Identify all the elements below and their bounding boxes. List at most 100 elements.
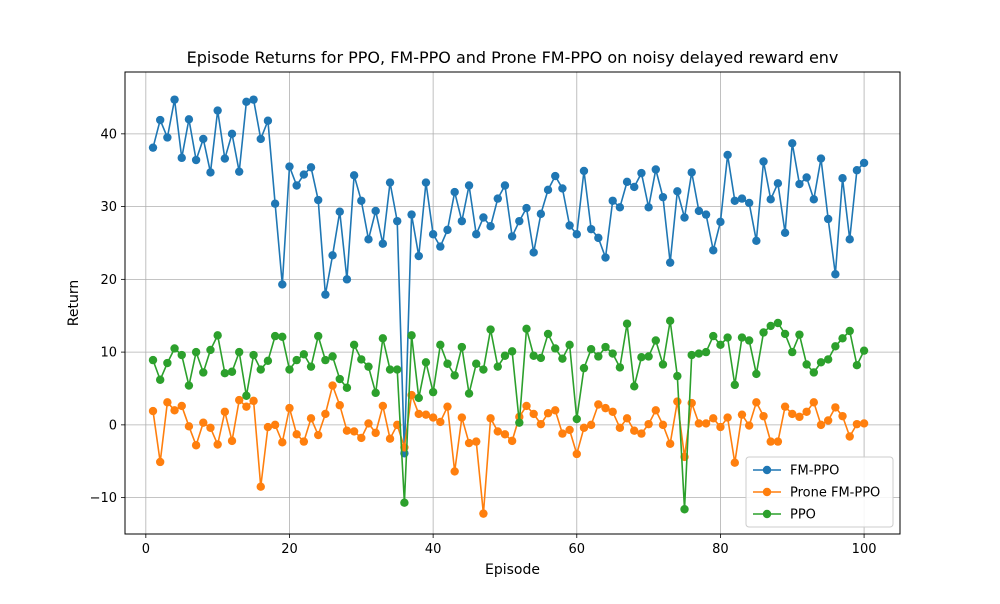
data-point (637, 168, 646, 178)
data-point (823, 355, 833, 364)
data-point (802, 360, 811, 369)
y-tick-label: −10 (90, 491, 117, 506)
data-point (565, 340, 574, 350)
data-point (457, 342, 467, 352)
data-point (709, 414, 718, 423)
data-point (522, 203, 531, 213)
plot-frame (124, 71, 901, 535)
data-point (170, 344, 179, 353)
data-point (428, 387, 438, 397)
data-point (673, 397, 682, 406)
data-point (299, 170, 309, 179)
data-point (558, 429, 567, 438)
data-point (457, 413, 467, 422)
data-point (859, 158, 869, 168)
series-ppo (148, 316, 869, 514)
data-point (328, 352, 337, 361)
data-point (385, 434, 395, 443)
data-point (349, 171, 359, 180)
data-point (515, 216, 524, 226)
legend-label: PPO (790, 508, 816, 523)
data-point (823, 416, 833, 425)
data-point (450, 467, 459, 476)
data-point (838, 174, 847, 183)
ticks-layer: 0 20 40 60 80 100 −10 0 10 20 30 40 (90, 127, 877, 557)
data-point (249, 396, 258, 406)
data-point (421, 410, 431, 419)
legend-item: FM-PPO (753, 464, 839, 479)
data-point (479, 365, 488, 374)
data-point (199, 418, 208, 427)
data-point (299, 437, 309, 446)
data-point (199, 368, 208, 377)
data-point (479, 509, 488, 518)
data-point (694, 349, 704, 358)
data-point (285, 162, 294, 171)
data-point (802, 407, 811, 416)
data-point (795, 412, 804, 422)
data-point (184, 381, 194, 390)
data-point (780, 329, 790, 339)
data-point (479, 213, 488, 222)
legend-label: Prone FM-PPO (790, 486, 880, 501)
data-point (529, 248, 538, 257)
data-point (687, 168, 696, 177)
data-point (148, 143, 158, 152)
data-point (859, 419, 869, 428)
data-point (680, 213, 689, 222)
data-point (177, 350, 186, 360)
data-point (586, 420, 596, 430)
data-point (472, 437, 481, 446)
data-point (263, 422, 273, 432)
x-tick-label: 60 (569, 542, 586, 557)
data-point (321, 290, 330, 299)
data-point (615, 423, 625, 432)
data-point (716, 217, 725, 227)
data-point (421, 178, 431, 187)
data-point (314, 331, 323, 341)
data-point (227, 436, 237, 446)
x-tick-label: 100 (852, 542, 877, 557)
data-point (859, 346, 869, 355)
data-point (788, 139, 797, 148)
data-point (507, 347, 517, 356)
data-point (436, 242, 445, 251)
legend-box (745, 456, 894, 528)
data-point (522, 401, 531, 411)
data-point (155, 115, 165, 125)
data-point (608, 407, 617, 416)
data-point (400, 498, 409, 507)
data-point (680, 505, 689, 514)
data-point (831, 270, 840, 279)
y-tick-label: 10 (100, 346, 117, 361)
data-point (701, 419, 711, 428)
data-point (515, 418, 524, 427)
data-point (321, 355, 330, 365)
data-point (328, 251, 337, 260)
data-point (651, 336, 660, 345)
data-point (852, 361, 862, 370)
data-point (737, 194, 747, 203)
data-point (270, 199, 280, 208)
data-point (601, 253, 610, 262)
data-point (658, 420, 668, 430)
data-point (543, 185, 553, 195)
y-tick-label: 0 (109, 418, 117, 433)
data-point (658, 360, 668, 369)
data-point (393, 365, 402, 374)
data-point (766, 321, 775, 331)
data-point (780, 228, 790, 237)
data-point (551, 406, 560, 415)
data-point (759, 411, 768, 421)
data-point (665, 258, 675, 267)
data-point (586, 345, 596, 354)
data-point (759, 157, 768, 166)
data-point (242, 391, 251, 400)
data-point (335, 207, 344, 216)
data-point (191, 441, 201, 450)
data-point (249, 95, 258, 104)
legend-marker (762, 509, 772, 519)
data-point (744, 198, 754, 208)
data-point (306, 362, 316, 371)
data-point (256, 482, 265, 491)
